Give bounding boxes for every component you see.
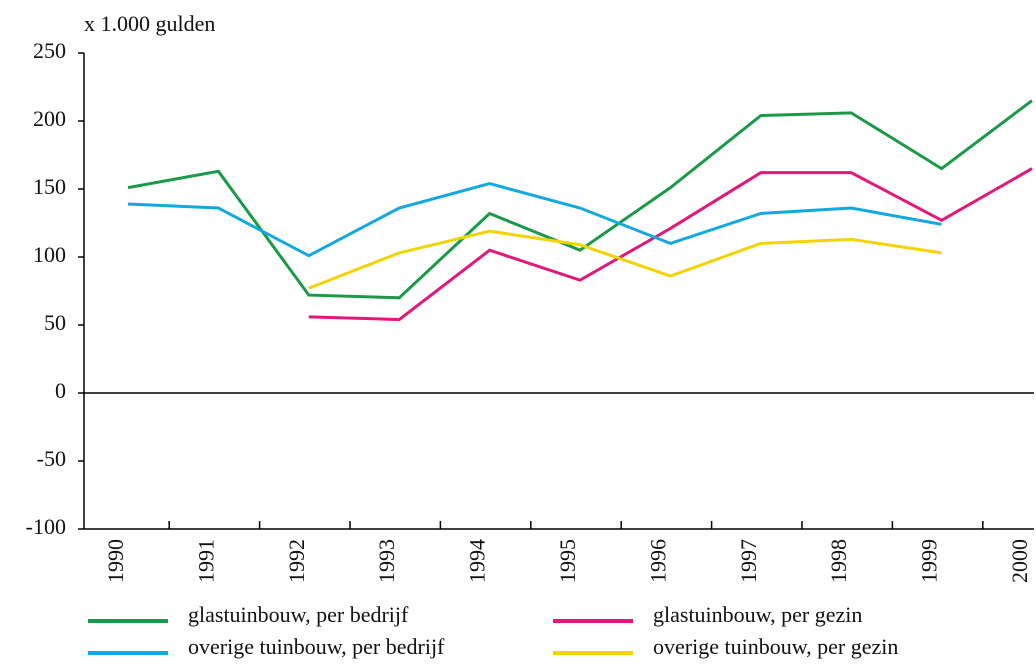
y-tick-label: 150 <box>33 174 66 199</box>
y-tick-label: 0 <box>55 378 66 403</box>
x-tick-label: 1995 <box>555 539 580 583</box>
x-tick-label: 1990 <box>103 539 128 583</box>
series-line <box>127 99 1033 300</box>
x-tick-label: 1992 <box>284 539 309 583</box>
legend-label: overige tuinbouw, per bedrijf <box>188 634 445 659</box>
y-tick-label: 100 <box>33 242 66 267</box>
y-tick-label: -50 <box>37 446 66 471</box>
x-tick-label: 1999 <box>917 539 942 583</box>
x-tick-label: 1998 <box>826 539 851 583</box>
axis-unit-label: x 1.000 gulden <box>84 11 215 36</box>
x-tick-label: 1991 <box>193 539 218 583</box>
y-tick-label: 250 <box>33 38 66 63</box>
legend-label: glastuinbouw, per gezin <box>653 602 862 627</box>
x-tick-label: 1997 <box>736 539 761 583</box>
legend-label: glastuinbouw, per bedrijf <box>188 602 409 627</box>
x-tick-label: 2000 <box>1007 539 1032 583</box>
legend-label: overige tuinbouw, per gezin <box>653 634 898 659</box>
y-tick-label: 50 <box>44 310 66 335</box>
series-line <box>308 167 1033 322</box>
x-tick-label: 1994 <box>465 539 490 583</box>
series-line <box>308 229 942 290</box>
x-tick-label: 1996 <box>645 539 670 583</box>
series-line <box>127 182 942 258</box>
y-tick-label: -100 <box>26 514 66 539</box>
y-tick-label: 200 <box>33 106 66 131</box>
x-tick-label: 1993 <box>374 539 399 583</box>
